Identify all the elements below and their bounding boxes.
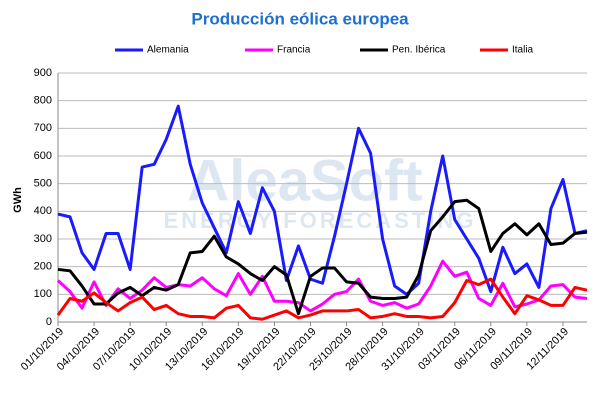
legend-label: Pen. Ibérica bbox=[392, 45, 446, 56]
y-tick-label: 700 bbox=[34, 122, 52, 134]
legend-label: Francia bbox=[277, 45, 311, 56]
y-tick-label: 900 bbox=[34, 67, 52, 79]
y-tick-label: 0 bbox=[46, 316, 52, 328]
y-tick-label: 400 bbox=[34, 205, 52, 217]
y-tick-label: 600 bbox=[34, 150, 52, 162]
series-line bbox=[57, 198, 588, 316]
legend-label: Alemania bbox=[147, 45, 189, 56]
y-tick-label: 200 bbox=[34, 261, 52, 273]
watermark: AleaSoft bbox=[187, 148, 422, 213]
series-line bbox=[56, 277, 588, 321]
y-axis-label: GWh bbox=[12, 187, 24, 213]
y-tick-label: 500 bbox=[34, 178, 52, 190]
y-tick-label: 100 bbox=[34, 288, 52, 300]
legend-label: Italia bbox=[512, 45, 534, 56]
y-tick-label: 800 bbox=[34, 95, 52, 107]
series-line bbox=[57, 104, 588, 296]
y-tick-label: 300 bbox=[34, 233, 52, 245]
chart-title: Producción eólica europea bbox=[191, 9, 409, 28]
